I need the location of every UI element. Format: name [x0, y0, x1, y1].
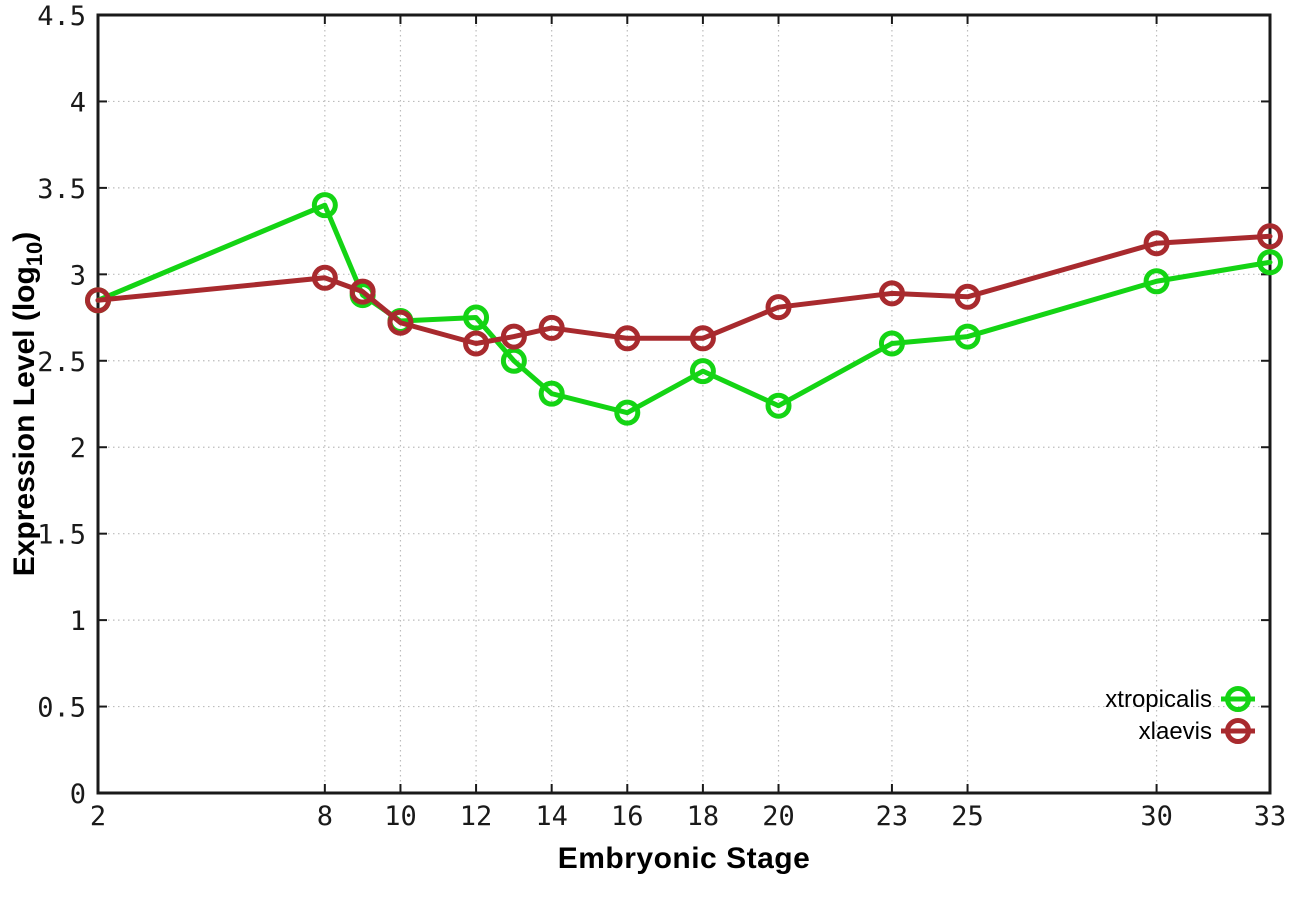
- series-line-xlaevis: [95, 233, 1273, 346]
- x-tick-label: 23: [876, 801, 909, 832]
- legend-label-xlaevis: xlaevis: [1139, 718, 1212, 745]
- data-point-xlaevis-16: [614, 325, 641, 352]
- x-tick-label: 33: [1254, 801, 1287, 832]
- data-point-xtropicalis-16: [614, 399, 641, 426]
- data-point-xlaevis-25: [954, 283, 981, 310]
- series-line-xtropicalis: [95, 202, 1273, 416]
- y-tick-label: 4.5: [37, 1, 86, 32]
- data-point-xtropicalis-30: [1143, 268, 1170, 295]
- data-point-xtropicalis-25: [954, 323, 981, 350]
- data-point-xlaevis-23: [878, 280, 905, 307]
- data-point-xlaevis-2: [85, 287, 111, 314]
- x-tick-label: 10: [384, 801, 417, 832]
- data-point-xlaevis-33: [1257, 223, 1283, 250]
- data-point-xtropicalis-13: [500, 347, 527, 374]
- y-tick-label: 2: [70, 433, 86, 464]
- series-xlaevis: [85, 223, 1283, 357]
- data-point-xtropicalis-20: [765, 392, 792, 419]
- data-point-xlaevis-8: [311, 264, 338, 291]
- x-tick-label: 20: [762, 801, 795, 832]
- series-xtropicalis: [85, 192, 1283, 426]
- x-tick-label: 30: [1140, 801, 1173, 832]
- data-point-xlaevis-12: [463, 330, 490, 357]
- y-tick-label: 0.5: [37, 693, 86, 724]
- x-tick-labels: 2 8 10 12 14 16 18 20 23 25 30 33: [90, 801, 1286, 832]
- data-point-xlaevis-13: [500, 323, 527, 350]
- y-tick-label: 3.5: [37, 174, 86, 205]
- x-tick-label: 16: [611, 801, 644, 832]
- data-point-xlaevis-10: [387, 309, 414, 336]
- data-point-xtropicalis-8: [311, 192, 338, 219]
- data-point-xtropicalis-12: [463, 304, 490, 331]
- data-point-xtropicalis-18: [689, 358, 716, 385]
- legend-entry-xtropicalis: xtropicalis: [1105, 686, 1255, 713]
- data-point-xlaevis-20: [765, 294, 792, 321]
- y-tick-label: 0: [70, 779, 86, 810]
- y-tick-label: 3: [70, 260, 86, 291]
- y-tick-label: 1: [70, 606, 86, 637]
- y-tick-label: 2.5: [37, 347, 86, 378]
- data-point-xtropicalis-14: [538, 380, 565, 407]
- data-point-xlaevis-18: [689, 325, 716, 352]
- gridlines: [98, 15, 1270, 793]
- legend: xtropicalis xlaevis: [1105, 686, 1255, 745]
- data-point-xlaevis-9: [349, 278, 376, 305]
- x-tick-label: 2: [90, 801, 106, 832]
- legend-label-xtropicalis: xtropicalis: [1105, 686, 1212, 713]
- x-tick-label: 8: [317, 801, 333, 832]
- x-tick-label: 12: [460, 801, 493, 832]
- tick-marks: [97, 14, 1271, 794]
- y-axis-title: Expression Level (log10): [8, 232, 47, 577]
- legend-marker-xlaevis: [1225, 718, 1251, 744]
- data-point-xlaevis-14: [538, 314, 565, 341]
- x-tick-label: 14: [535, 801, 568, 832]
- x-tick-label: 18: [687, 801, 720, 832]
- legend-marker-xtropicalis: [1225, 686, 1251, 712]
- y-tick-labels: 0 0.5 1 1.5 2 2.5 3 3.5 4 4.5: [37, 1, 86, 810]
- x-axis-title: Embryonic Stage: [557, 842, 811, 875]
- legend-entry-xlaevis: xlaevis: [1139, 718, 1255, 745]
- y-tick-label: 4: [70, 87, 86, 118]
- data-point-xtropicalis-33: [1257, 249, 1283, 276]
- data-point-xlaevis-30: [1143, 230, 1170, 257]
- y-tick-label: 1.5: [37, 520, 86, 551]
- data-point-xtropicalis-23: [878, 330, 905, 357]
- x-tick-label: 25: [951, 801, 984, 832]
- plot-border: [96, 13, 1272, 795]
